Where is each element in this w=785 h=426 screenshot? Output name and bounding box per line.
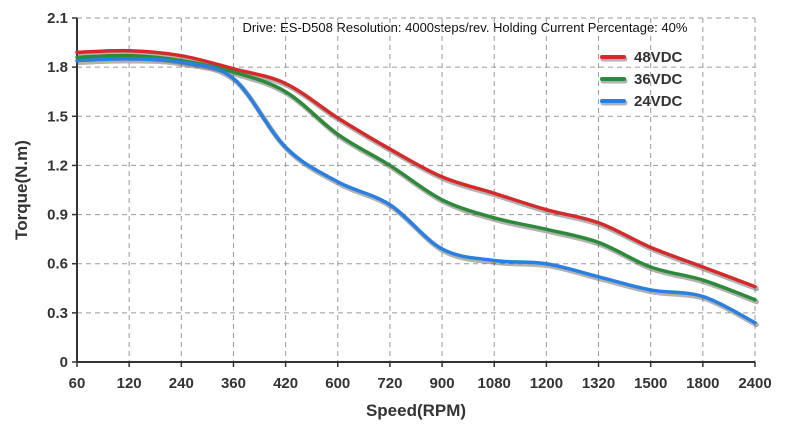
- data-point-24vdc: [336, 180, 339, 184]
- data-point-36vdc: [493, 216, 496, 220]
- series-lines: [75, 48, 759, 328]
- legend-label-36vdc: 36VDC: [634, 71, 683, 88]
- y-tick-labels: 0 0.3 0.6 0.9 1.2 1.5 1.8 2.1: [47, 10, 77, 371]
- data-point-36vdc: [545, 228, 548, 231]
- axes: [76, 18, 755, 363]
- data-point-48vdc: [753, 285, 757, 288]
- x-tick-label: 420: [273, 375, 298, 392]
- data-point-36vdc: [336, 133, 339, 136]
- y-tick-label: 0: [60, 354, 68, 371]
- data-point-36vdc: [701, 278, 705, 282]
- x-tick-label: 1080: [478, 375, 511, 392]
- data-point-24vdc: [127, 57, 131, 61]
- data-point-24vdc: [545, 262, 548, 265]
- data-point-36vdc: [753, 298, 757, 301]
- x-tick-label: 1500: [634, 375, 667, 392]
- y-axis-title: Torque(N.m): [12, 140, 31, 240]
- data-point-36vdc: [388, 164, 392, 167]
- data-point-24vdc: [701, 295, 705, 298]
- data-point-48vdc: [493, 192, 496, 195]
- data-point-48vdc: [701, 265, 705, 269]
- data-point-24vdc: [493, 259, 496, 262]
- data-point-24vdc: [284, 146, 287, 149]
- series-line-48vdc: [75, 48, 757, 289]
- data-point-48vdc: [440, 175, 444, 179]
- x-tick-label: 600: [325, 375, 350, 392]
- data-point-24vdc: [597, 275, 600, 279]
- x-tick-label: 720: [377, 375, 402, 392]
- x-tick-labels: 60 120 240 360 420 600 720 900 1080 1200 1320 1500 1…: [69, 362, 772, 392]
- data-point-48vdc: [649, 246, 652, 249]
- data-point-24vdc: [440, 247, 444, 251]
- data-point-24vdc: [232, 77, 235, 80]
- data-point-24vdc: [649, 288, 652, 292]
- data-point-36vdc: [597, 241, 600, 244]
- data-point-48vdc: [336, 116, 339, 120]
- data-point-48vdc: [127, 49, 131, 52]
- legend-label-48vdc: 48VDC: [634, 49, 683, 66]
- legend-label-24vdc: 24VDC: [634, 93, 683, 110]
- data-point-36vdc: [284, 90, 287, 93]
- data-point-24vdc: [753, 321, 757, 324]
- x-tick-label: 2400: [738, 375, 771, 392]
- data-point-48vdc: [284, 82, 287, 85]
- grid-lines: [77, 17, 756, 362]
- data-point-24vdc: [180, 61, 183, 64]
- x-axis-title: Speed(RPM): [366, 401, 466, 420]
- x-tick-label: 1320: [582, 375, 615, 392]
- y-tick-label: 2.1: [47, 10, 68, 27]
- x-tick-label: 900: [430, 375, 455, 392]
- data-point-36vdc: [232, 70, 235, 74]
- data-point-24vdc: [75, 59, 79, 62]
- chart-subtitle: Drive: ES-D508 Resolution: 4000steps/rev…: [243, 20, 688, 35]
- series-line-24vdc: [75, 57, 757, 325]
- x-tick-label: 1800: [686, 375, 719, 392]
- data-point-48vdc: [545, 208, 548, 211]
- y-tick-label: 1.2: [47, 157, 68, 174]
- x-tick-label: 1200: [530, 375, 563, 392]
- x-tick-label: 120: [117, 375, 142, 392]
- x-tick-label: 240: [169, 375, 194, 392]
- y-tick-label: 0.3: [47, 305, 68, 322]
- data-point-48vdc: [180, 54, 183, 57]
- data-point-36vdc: [75, 56, 79, 59]
- y-tick-label: 0.6: [47, 256, 68, 273]
- y-tick-label: 0.9: [47, 207, 68, 224]
- legend: 48VDC 36VDC 24VDC: [600, 49, 683, 110]
- data-point-48vdc: [388, 147, 392, 151]
- y-tick-label: 1.5: [47, 108, 68, 125]
- x-tick-label: 360: [221, 375, 246, 392]
- data-point-36vdc: [440, 198, 444, 202]
- data-point-48vdc: [597, 221, 600, 224]
- data-point-24vdc: [388, 203, 392, 206]
- x-tick-label: 60: [69, 375, 86, 392]
- series-shadow-48vdc: [76, 50, 759, 292]
- data-point-48vdc: [232, 67, 235, 70]
- data-point-36vdc: [127, 54, 131, 57]
- y-tick-label: 1.8: [47, 59, 68, 76]
- data-point-48vdc: [75, 51, 79, 54]
- data-point-36vdc: [649, 265, 652, 269]
